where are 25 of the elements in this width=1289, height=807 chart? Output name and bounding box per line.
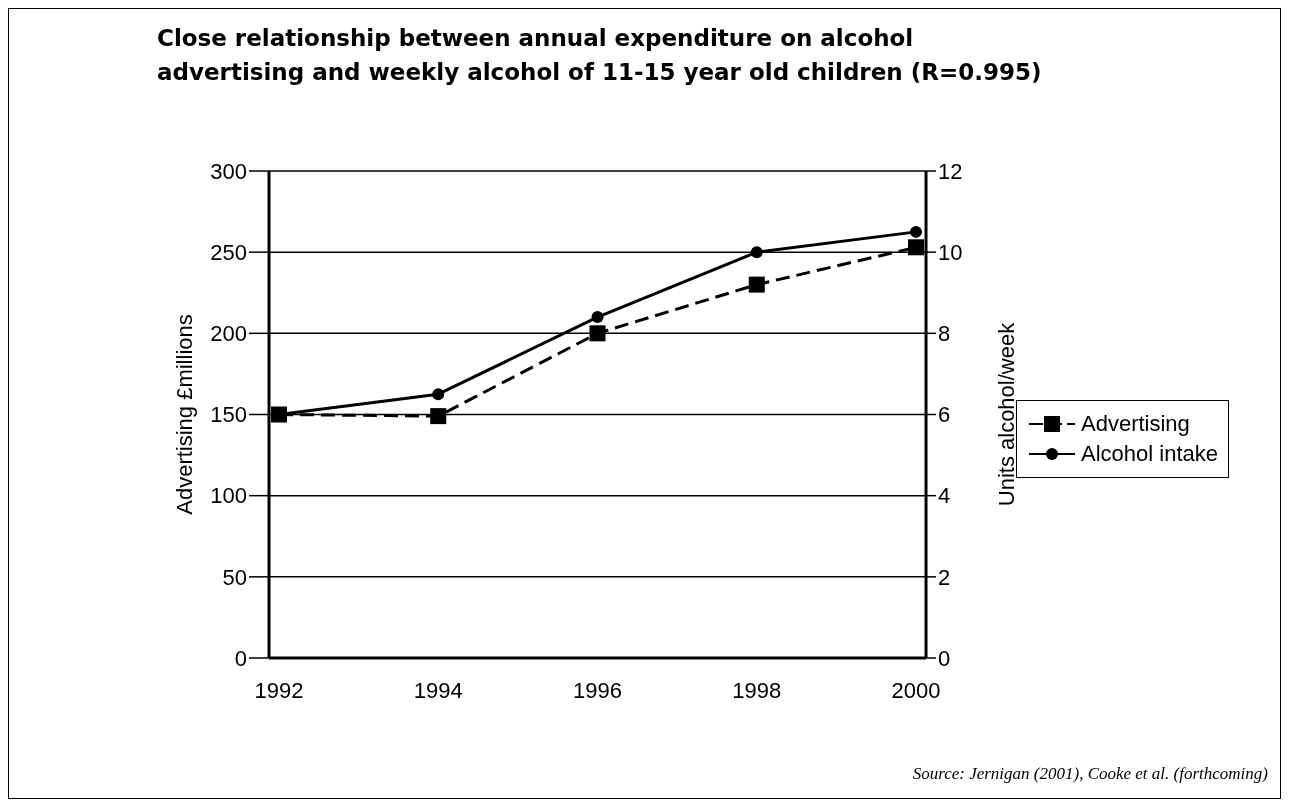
y2-tick-label: 0 — [938, 645, 951, 671]
source-note: Source: Jernigan (2001), Cooke et al. (forthcoming) — [911, 763, 1268, 785]
y2-tick-label: 12 — [938, 158, 963, 184]
legend-label: Alcohol intake — [1081, 439, 1218, 468]
chart-title: Close relationship between annual expenditure on alcohol advertising and weekly alcohol of 11-15 year old children (R=0.995) — [157, 24, 1043, 87]
y-tick-label: 50 — [222, 564, 247, 590]
y-tick-label: 100 — [210, 483, 247, 509]
x-tick-label: 2000 — [891, 677, 941, 703]
y2-tick-label: 2 — [938, 564, 951, 590]
y2-tick-label: 8 — [938, 321, 951, 347]
y2-tick-label: 10 — [938, 239, 963, 265]
y-tick-label: 200 — [210, 321, 247, 347]
y-axis-title: Advertising £millions — [171, 314, 197, 515]
legend-label: Advertising — [1081, 409, 1190, 438]
y-tick-label: 300 — [210, 158, 247, 184]
y2-tick-label: 4 — [938, 483, 951, 509]
y-tick-label: 150 — [210, 402, 247, 428]
x-tick-label: 1994 — [413, 677, 463, 703]
y2-axis-title: Units alcohol/week — [993, 321, 1019, 507]
x-tick-label: 1998 — [732, 677, 782, 703]
y-tick-label: 0 — [234, 645, 247, 671]
y2-tick-label: 6 — [938, 402, 951, 428]
x-tick-label: 1992 — [254, 677, 304, 703]
x-tick-label: 1996 — [573, 677, 622, 703]
y-tick-label: 250 — [210, 239, 247, 265]
